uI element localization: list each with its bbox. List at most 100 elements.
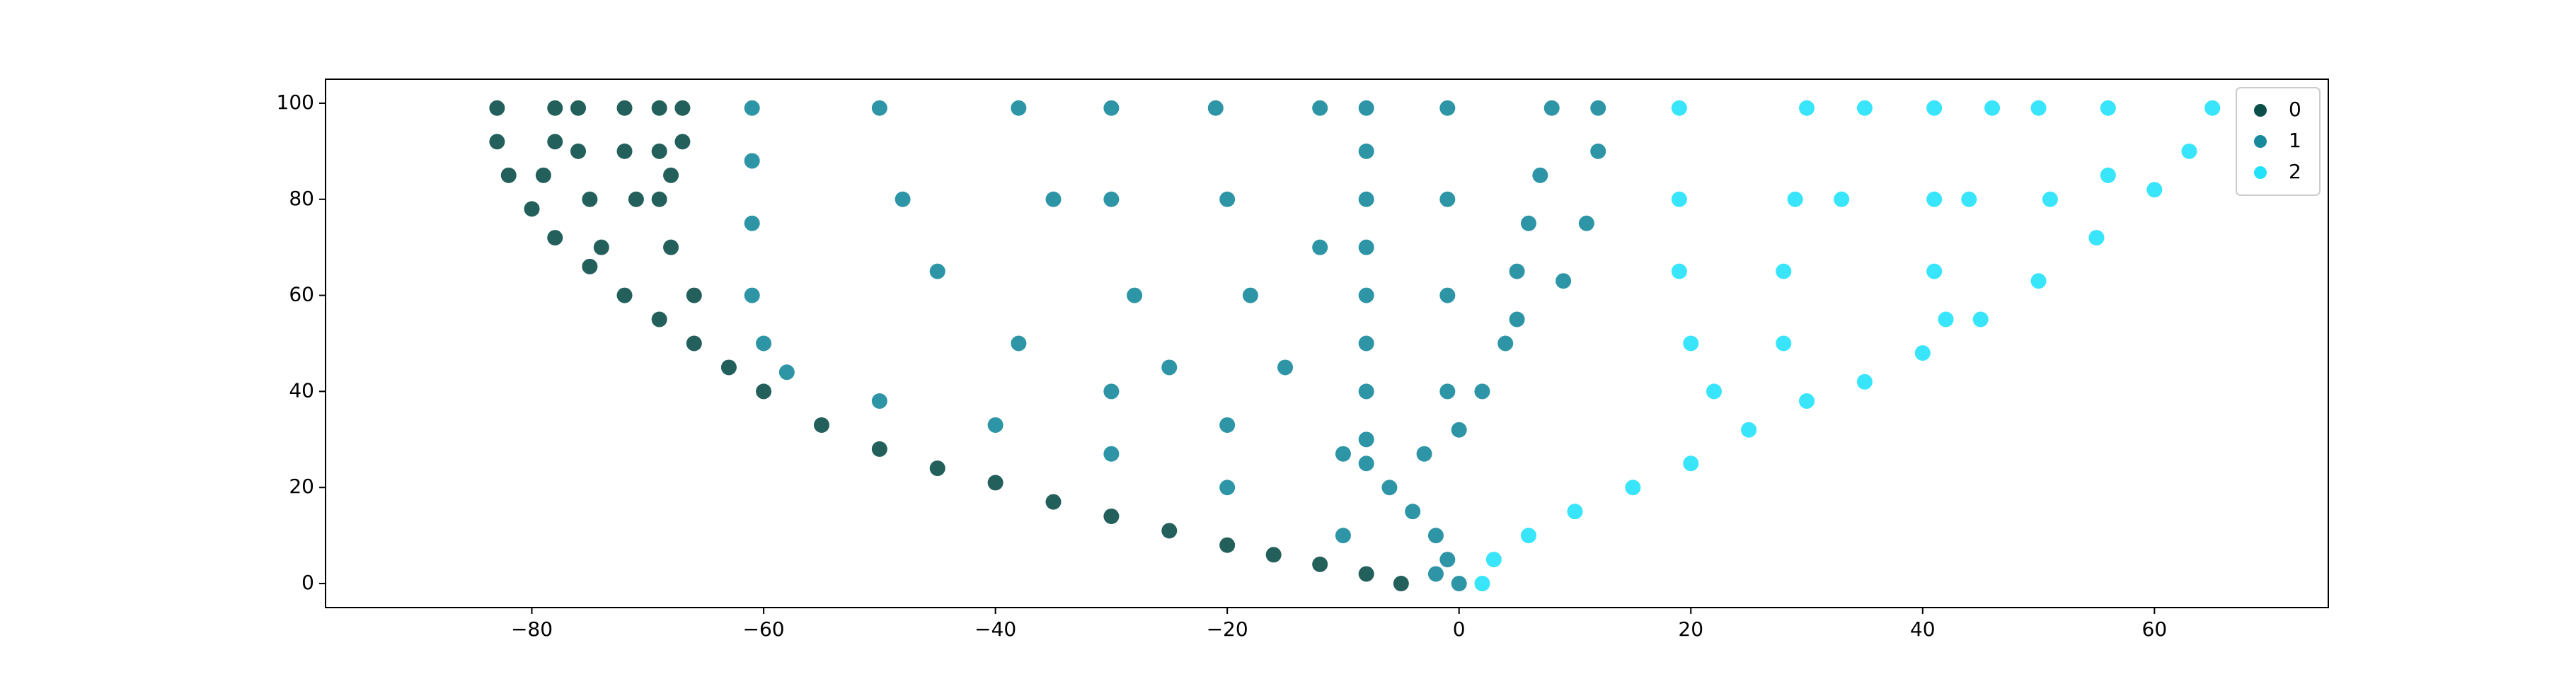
point (651, 100, 667, 116)
point (2146, 182, 2163, 198)
x-tick-label: 40 (1910, 617, 1936, 641)
point (1103, 100, 1120, 116)
point (1358, 287, 1374, 303)
point (744, 153, 760, 169)
point (1358, 335, 1374, 352)
point (1914, 345, 1931, 361)
point (1011, 100, 1027, 116)
point (1926, 191, 1943, 207)
point (1706, 383, 1723, 400)
x-tick-label: −40 (974, 617, 1016, 641)
legend-label: 1 (2289, 129, 2301, 152)
point (1439, 287, 1456, 303)
point (1161, 523, 1178, 539)
x-tick-label: 60 (2142, 617, 2168, 641)
point (2030, 273, 2047, 289)
point (2181, 143, 2197, 159)
point (1358, 431, 1374, 448)
point (1277, 359, 1294, 376)
point (871, 393, 887, 409)
point (1161, 359, 1178, 376)
point (929, 460, 945, 477)
point (1011, 335, 1027, 352)
point (1358, 100, 1374, 116)
point (1045, 191, 1062, 207)
point (535, 167, 551, 183)
point (1776, 335, 1792, 352)
point (1127, 287, 1143, 303)
point (1242, 287, 1258, 303)
point (547, 134, 563, 150)
point (1358, 191, 1374, 207)
y-tick-label: 20 (289, 475, 314, 498)
point (1972, 311, 1989, 327)
point (1938, 311, 1954, 327)
point (1590, 143, 1606, 159)
point (1520, 215, 1536, 231)
y-tick-label: 100 (277, 91, 314, 114)
point (489, 100, 505, 116)
point (1358, 239, 1374, 255)
point (929, 263, 945, 279)
legend-marker (2254, 135, 2267, 148)
point (1556, 273, 1572, 289)
point (1520, 528, 1536, 544)
point (1219, 537, 1236, 553)
point (1485, 552, 1502, 568)
point (686, 287, 702, 303)
point (628, 191, 644, 207)
legend-marker (2254, 166, 2267, 179)
point (895, 191, 911, 207)
point (582, 258, 598, 274)
point (1671, 191, 1687, 207)
legend-box (2236, 87, 2321, 196)
point (871, 441, 887, 457)
axes-frame (325, 79, 2329, 608)
point (1509, 311, 1525, 327)
point (1776, 263, 1792, 279)
point (756, 383, 772, 400)
point (1856, 373, 1873, 390)
x-tick-label: −20 (1207, 617, 1248, 641)
legend-label: 0 (2289, 98, 2301, 121)
point (1335, 446, 1351, 462)
point (663, 167, 679, 183)
point (1625, 480, 1641, 496)
point (1741, 422, 1757, 438)
point (987, 417, 1004, 433)
point (1358, 143, 1374, 159)
point (1207, 100, 1224, 116)
point (813, 417, 829, 433)
point (1787, 191, 1803, 207)
point (1405, 504, 1421, 520)
point (1427, 528, 1444, 544)
point (756, 335, 772, 352)
point (1381, 480, 1398, 496)
legend-label: 2 (2289, 160, 2301, 183)
point (547, 230, 563, 246)
point (616, 143, 633, 159)
point (1799, 100, 1815, 116)
point (1961, 191, 1977, 207)
point (1984, 100, 2001, 116)
point (1103, 508, 1120, 524)
point (616, 100, 633, 116)
point (1427, 566, 1444, 582)
point (2100, 100, 2116, 116)
point (651, 311, 667, 327)
point (582, 191, 598, 207)
point (1103, 446, 1120, 462)
point (2088, 230, 2105, 246)
point (651, 191, 667, 207)
point (1358, 566, 1374, 582)
point (1926, 263, 1943, 279)
point (1451, 422, 1467, 438)
point (500, 167, 517, 183)
point (489, 134, 505, 150)
point (778, 364, 795, 381)
point (1393, 576, 1409, 592)
y-tick-label: 40 (289, 378, 314, 402)
point (686, 335, 702, 352)
point (1799, 393, 1815, 409)
